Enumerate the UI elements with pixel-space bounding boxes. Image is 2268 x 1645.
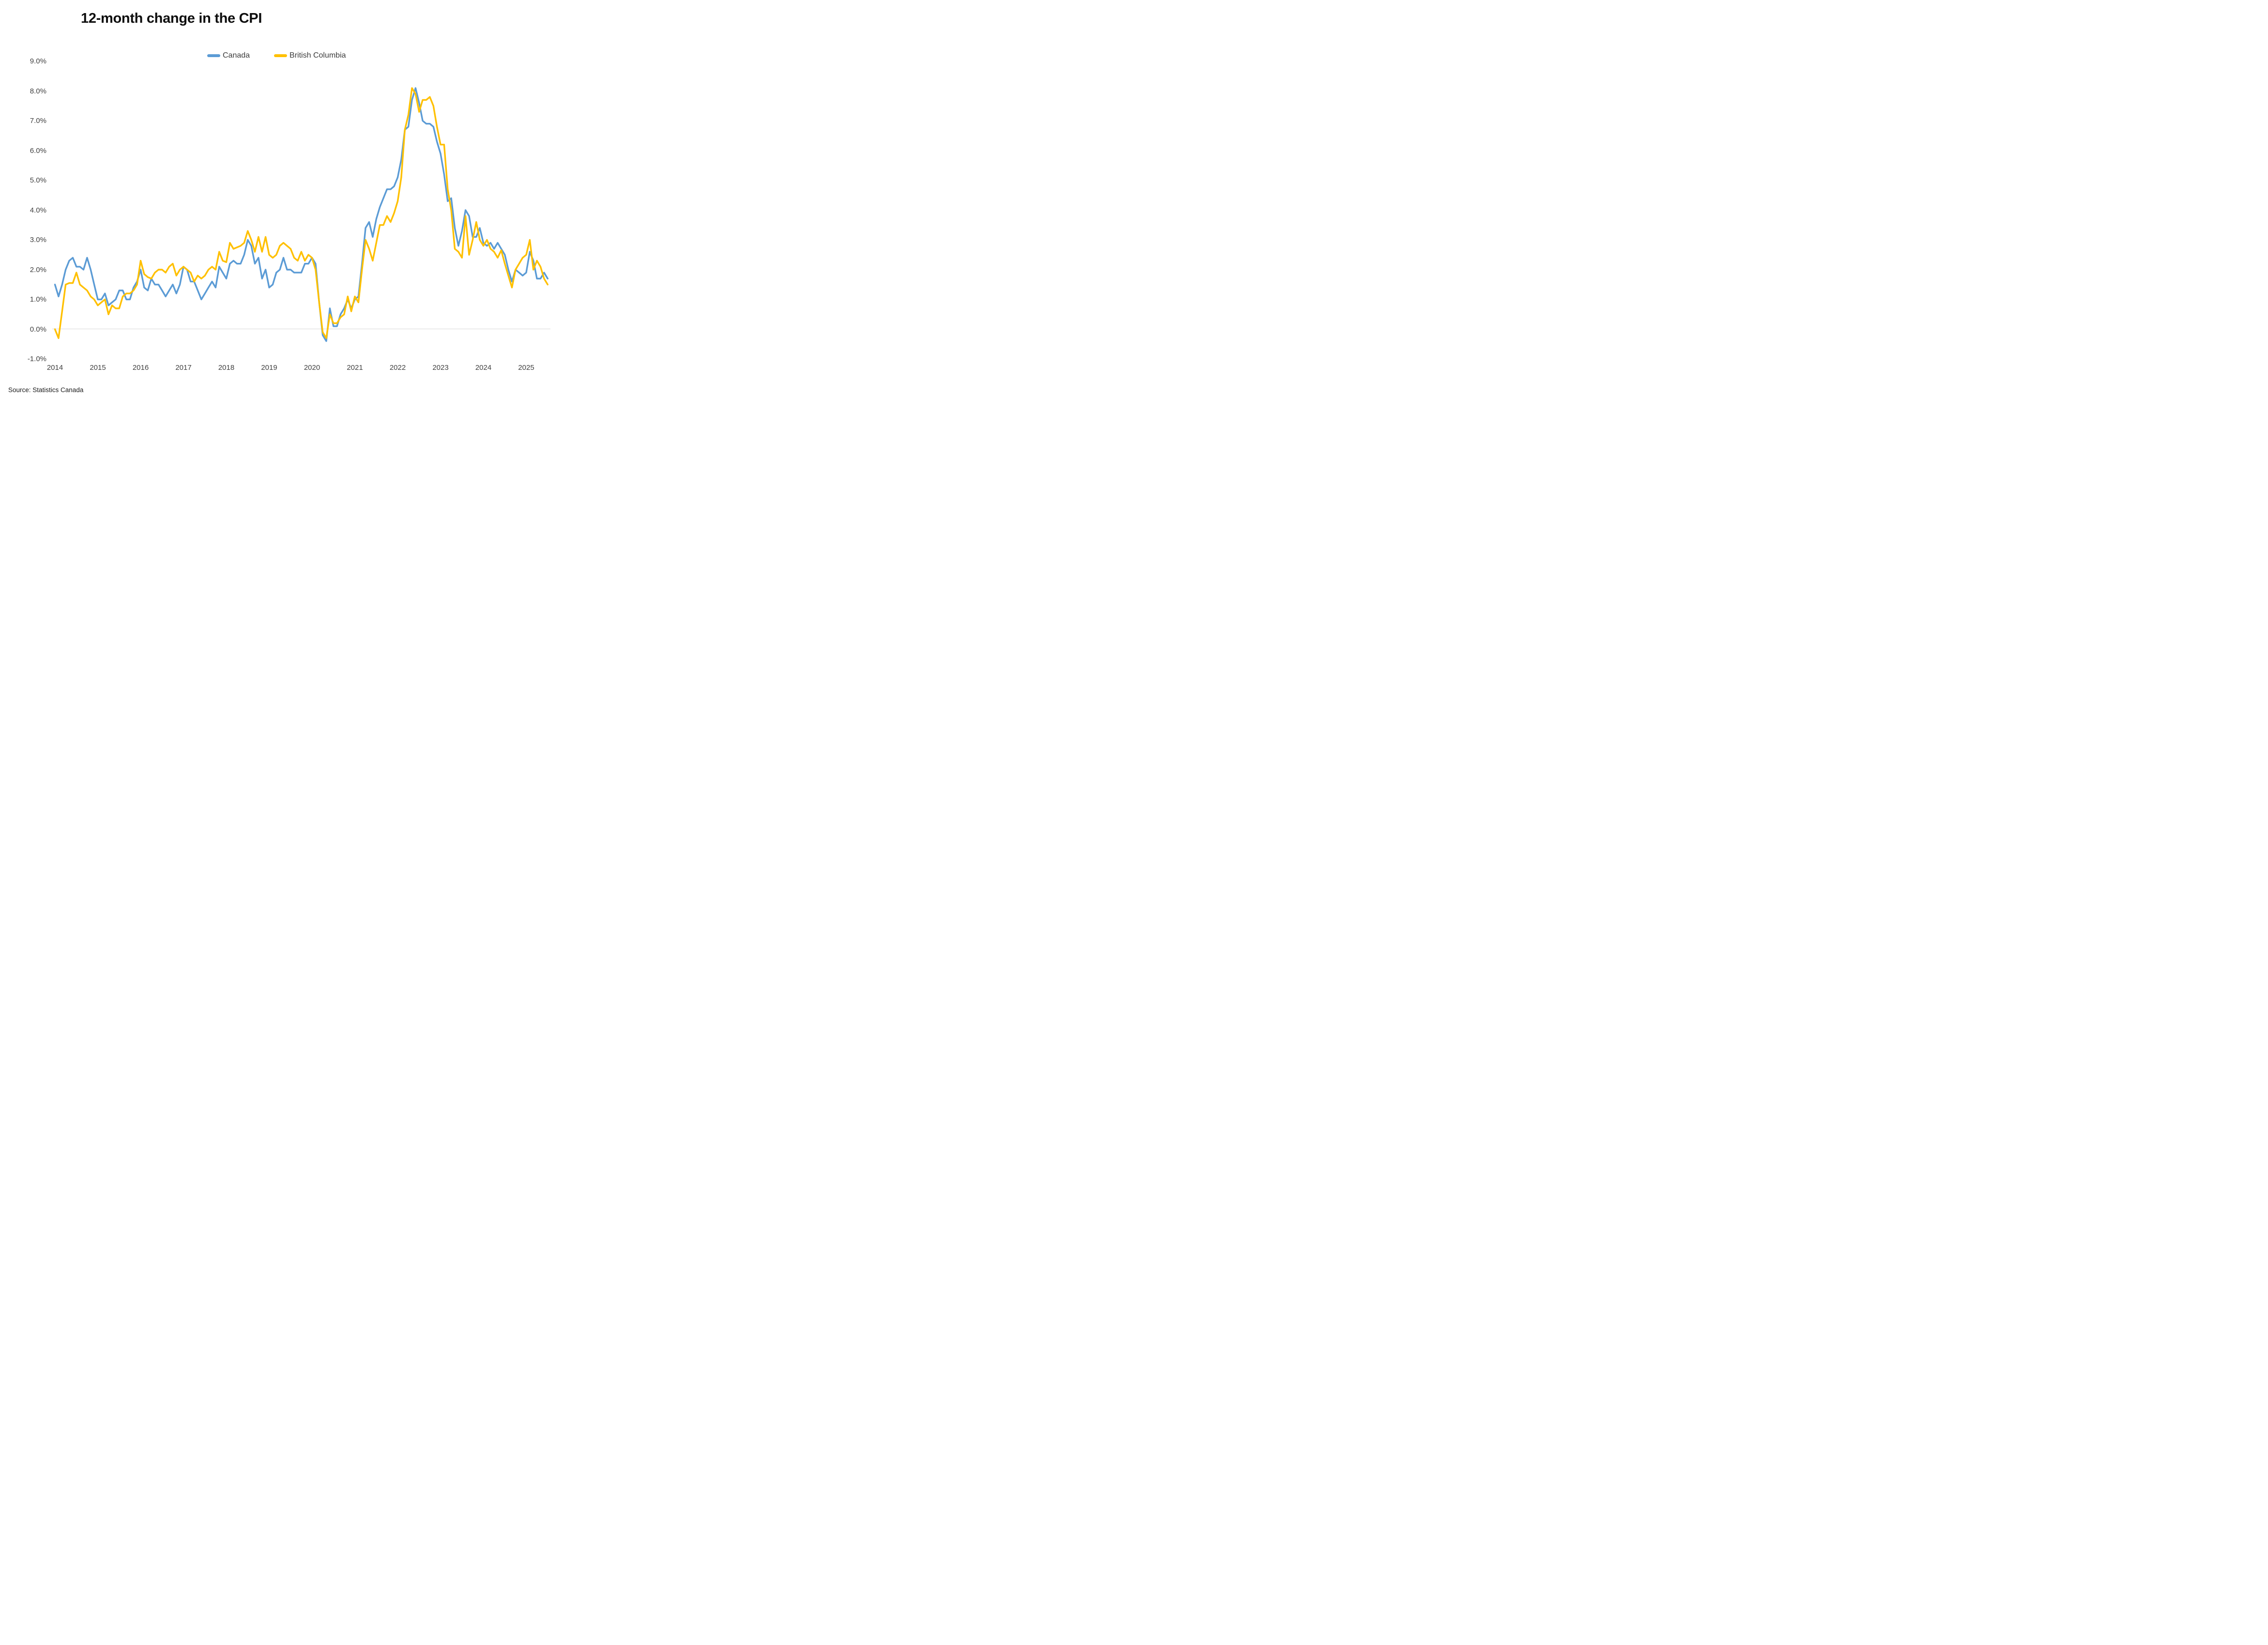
y-axis-label-5.0%: 5.0% [30, 176, 46, 184]
canada-series-line [54, 87, 549, 342]
x-axis-label-2021: 2021 [347, 364, 363, 372]
x-axis-label-2015: 2015 [90, 364, 106, 372]
y-axis-label-0.0%: 0.0% [30, 325, 46, 334]
cpi-line-chart: 12-month change in the CPI Canada British… [0, 0, 567, 411]
legend-label: British Columbia [289, 51, 346, 60]
chart-legend: Canada British Columbia [207, 51, 346, 60]
x-axis-label-2017: 2017 [175, 364, 192, 372]
legend-item-canada: Canada [207, 51, 250, 60]
plot-area [54, 87, 549, 342]
source-note: Source: Statistics Canada [8, 386, 84, 394]
y-axis-label--1.0%: -1.0% [27, 355, 46, 363]
x-axis-label-2014: 2014 [46, 364, 63, 372]
y-axis-label-7.0%: 7.0% [30, 117, 46, 125]
y-axis-label-8.0%: 8.0% [30, 87, 46, 95]
y-axis-label-1.0%: 1.0% [30, 295, 46, 304]
x-axis-label-2024: 2024 [475, 364, 492, 372]
y-axis-label-3.0%: 3.0% [30, 236, 46, 244]
x-axis-label-2022: 2022 [389, 364, 406, 372]
x-axis-label-2023: 2023 [432, 364, 449, 372]
legend-label: Canada [223, 51, 250, 60]
x-axis-label-2025: 2025 [518, 364, 534, 372]
y-axis-label-4.0%: 4.0% [30, 206, 46, 214]
x-axis-label-2020: 2020 [304, 364, 320, 372]
x-axis-label-2019: 2019 [261, 364, 277, 372]
british-columbia-series-line [54, 87, 549, 339]
chart-title: 12-month change in the CPI [81, 11, 262, 26]
legend-item-british-columbia: British Columbia [274, 51, 346, 60]
y-axis-label-2.0%: 2.0% [30, 265, 46, 274]
x-axis-label-2016: 2016 [132, 364, 149, 372]
legend-swatch-british-columbia [274, 54, 288, 57]
y-axis-label-9.0%: 9.0% [30, 57, 46, 65]
legend-swatch-canada [207, 54, 220, 57]
y-axis-label-6.0%: 6.0% [30, 146, 46, 155]
x-axis-label-2018: 2018 [218, 364, 235, 372]
